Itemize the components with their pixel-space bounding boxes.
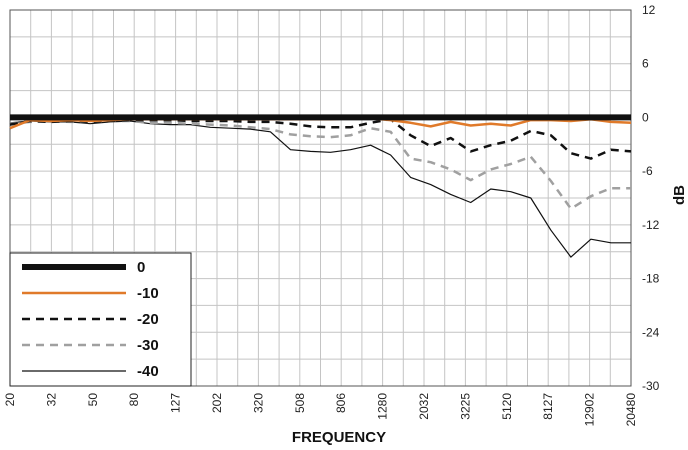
- x-tick-label: 80: [127, 393, 141, 407]
- x-tick-label: 2032: [417, 393, 431, 420]
- legend-label: -30: [137, 337, 159, 354]
- x-tick: 2032: [417, 393, 431, 420]
- series-layer: [9, 114, 632, 258]
- x-tick: 202: [210, 393, 224, 413]
- x-tick: 1280: [376, 393, 390, 420]
- x-tick-label: 806: [334, 393, 348, 413]
- y-tick-label: -24: [642, 325, 660, 339]
- x-tick: 8127: [541, 393, 555, 420]
- y-tick-label: 12: [642, 3, 656, 17]
- x-tick-label: 20480: [624, 393, 638, 427]
- y-tick-label: -6: [642, 164, 653, 178]
- grid: [9, 9, 632, 387]
- x-tick: 5120: [500, 393, 514, 420]
- legend-label: 0: [137, 259, 145, 276]
- x-tick-label: 202: [210, 393, 224, 413]
- x-tick-label: 12902: [583, 393, 597, 427]
- x-tick-label: 5120: [500, 393, 514, 420]
- x-tick-label: 32: [44, 393, 58, 407]
- x-tick-label: 8127: [541, 393, 555, 420]
- x-tick-label: 20: [3, 393, 17, 407]
- x-tick: 32: [44, 393, 58, 407]
- y-tick-label: -30: [642, 379, 660, 393]
- x-tick: 127: [169, 393, 183, 413]
- y-tick-label: 6: [642, 57, 649, 71]
- y-tick-label: -18: [642, 272, 660, 286]
- x-tick: 20480: [624, 393, 638, 427]
- plot-frame: [9, 9, 632, 387]
- x-tick: 20: [3, 393, 17, 407]
- x-tick: 3225: [458, 393, 472, 420]
- x-axis-title: FREQUENCY: [292, 429, 386, 446]
- x-tick: 320: [251, 393, 265, 413]
- legend-label: -40: [137, 363, 159, 380]
- x-tick: 50: [86, 393, 100, 407]
- legend-label: -20: [137, 311, 159, 328]
- legend: 0 -10 -20 -30 -40: [9, 252, 192, 387]
- x-tick: 80: [127, 393, 141, 407]
- legend-label: -10: [137, 285, 159, 302]
- x-tick-label: 320: [251, 393, 265, 413]
- x-tick-label: 1280: [376, 393, 390, 420]
- x-tick: 12902: [583, 393, 597, 427]
- x-tick-label: 127: [169, 393, 183, 413]
- x-tick: 806: [334, 393, 348, 413]
- x-tick: 508: [293, 393, 307, 413]
- x-tick-label: 508: [293, 393, 307, 413]
- y-axis-title: dB: [671, 185, 688, 205]
- y-tick-label: -12: [642, 218, 660, 232]
- y-tick-label: 0: [642, 110, 649, 124]
- x-tick-label: 3225: [458, 393, 472, 420]
- x-tick-label: 50: [86, 393, 100, 407]
